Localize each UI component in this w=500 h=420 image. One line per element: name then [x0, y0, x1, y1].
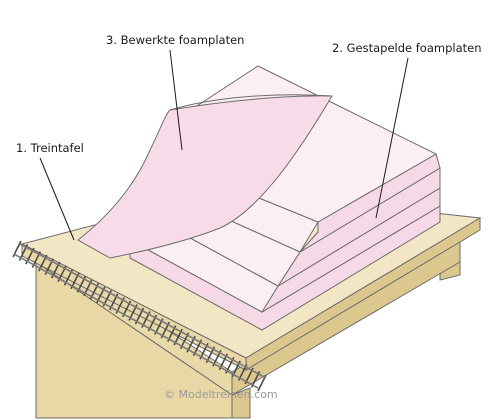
worked-foam-crest: [169, 94, 333, 111]
label-worked: 3. Bewerkte foamplaten: [106, 33, 244, 47]
rail-right: [13, 253, 259, 389]
leader-table: [39, 157, 75, 241]
label-worked-group: 3. Bewerkte foamplaten: [106, 33, 244, 151]
label-table: 1. Treintafel: [16, 141, 84, 155]
worked-foam-surface: [77, 95, 333, 259]
label-stacked-group: 2. Gestapelde foamplaten: [332, 41, 482, 219]
leader-stacked: [375, 57, 409, 219]
leader-worked: [169, 49, 183, 151]
rail-left: [19, 243, 267, 379]
table-leg-right: [231, 387, 251, 419]
label-table-group: 1. Treintafel: [16, 141, 84, 241]
worked-foam-boards: [77, 94, 333, 259]
track: [12, 240, 267, 392]
copyright-credit: © Modeltreinen.com: [164, 388, 278, 401]
label-stacked: 2. Gestapelde foamplaten: [332, 41, 482, 55]
